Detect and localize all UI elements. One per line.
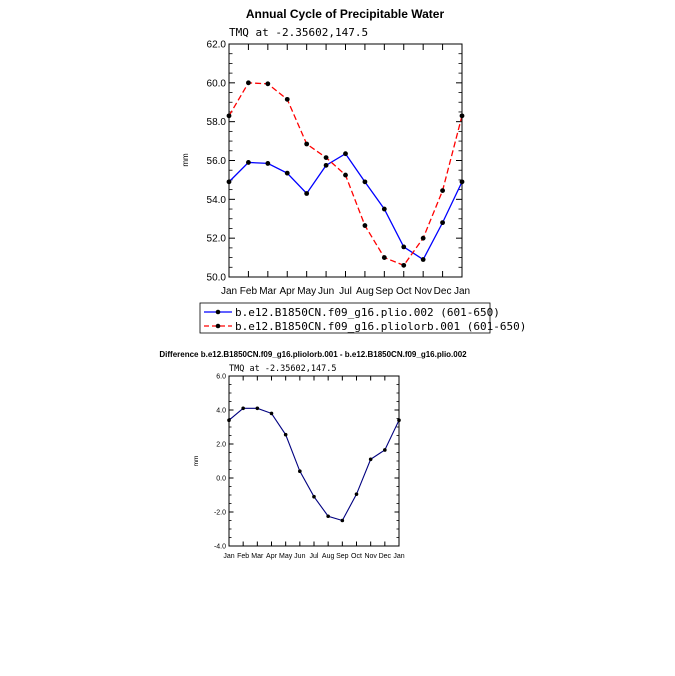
x-tick-label: Apr [266, 553, 278, 560]
x-tick-label: Jul [339, 286, 352, 297]
annual-cycle-chart: Annual Cycle of Precipitable Water TMQ a… [181, 7, 470, 297]
chart2-subtitle: TMQ at -2.35602,147.5 [229, 364, 336, 374]
series-1-point [343, 151, 348, 157]
chart2-y-axis-label: mm [193, 456, 200, 467]
x-tick-label: Aug [356, 286, 374, 297]
series-1-point [340, 518, 345, 523]
y-tick-label: 54.0 [207, 195, 227, 206]
legend-series1-marker [215, 309, 221, 315]
y-tick-label: 4.0 [216, 407, 226, 414]
x-tick-label: Oct [396, 286, 412, 297]
series-2-point [362, 223, 368, 228]
x-tick-label: Apr [279, 286, 295, 297]
series-1-point [383, 448, 387, 452]
x-tick-label: Nov [364, 553, 377, 560]
series-2-point [323, 155, 329, 160]
chart1-plot-frame [228, 43, 463, 278]
y-tick-label: 2.0 [216, 441, 226, 448]
x-tick-label: Jul [310, 553, 319, 560]
series-2-point [284, 96, 290, 102]
series-2-point [246, 80, 251, 86]
legend-box [199, 302, 491, 334]
series-1-point [255, 406, 260, 411]
chart2-title: Difference b.e12.B1850CN.f09_g16.pliolor… [159, 350, 467, 359]
y-tick-label: -4.0 [214, 543, 226, 550]
y-tick-label: 58.0 [207, 117, 227, 128]
y-tick-label: 62.0 [207, 40, 227, 51]
y-tick-label: 56.0 [207, 156, 227, 167]
series-2-point [401, 262, 407, 268]
y-tick-label: 50.0 [207, 273, 227, 284]
series-1-point [304, 191, 310, 196]
series-1-point [246, 160, 251, 165]
series-1-point [312, 494, 316, 499]
chart1-title: Annual Cycle of Precipitable Water [246, 7, 445, 21]
x-tick-label: Aug [322, 553, 335, 560]
x-tick-label: Sep [336, 553, 349, 560]
x-tick-label: Dec [379, 553, 392, 560]
x-tick-label: Jun [318, 286, 334, 297]
x-tick-label: Jan [221, 286, 237, 297]
x-tick-label: Mar [259, 286, 277, 297]
legend-series1-label: b.e12.B1850CN.f09_g16.plio.002 (601-650) [235, 306, 500, 319]
y-tick-label: 60.0 [207, 78, 227, 89]
series-2-point [420, 235, 426, 241]
series-1-point [368, 457, 373, 462]
x-tick-label: Nov [414, 286, 432, 297]
series-1-point [241, 406, 245, 411]
chart1-y-axis-label: mm [181, 153, 190, 167]
x-tick-label: May [297, 286, 316, 297]
series-2-point [265, 81, 271, 87]
series-2-point [343, 172, 348, 178]
series-2-point [304, 141, 310, 147]
legend-series2-label: b.e12.B1850CN.f09_g16.pliolorb.001 (601-… [235, 320, 526, 333]
series-2-point [440, 188, 445, 193]
series-1-point [265, 161, 271, 166]
x-tick-label: Jan [393, 553, 404, 560]
y-tick-label: -2.0 [214, 509, 226, 516]
chart1-legend: b.e12.B1850CN.f09_g16.plio.002 (601-650)… [199, 302, 526, 334]
chart1-subtitle: TMQ at -2.35602,147.5 [229, 26, 368, 39]
series-1-point [420, 257, 426, 262]
series-2-point [381, 255, 387, 260]
series-1-point [323, 162, 329, 168]
x-tick-label: Jan [454, 286, 470, 297]
x-tick-label: Feb [237, 553, 249, 560]
series-1-point [284, 170, 290, 176]
x-tick-label: Feb [240, 286, 258, 297]
series-1-point [440, 220, 445, 226]
y-tick-label: 52.0 [207, 234, 227, 245]
series-1-point [362, 179, 368, 185]
x-tick-label: Jun [294, 553, 305, 560]
series-1-point [354, 492, 359, 496]
series-1-point [298, 469, 302, 474]
series-1-point [326, 514, 330, 519]
x-tick-label: Jan [223, 553, 234, 560]
y-tick-label: 6.0 [216, 373, 226, 380]
x-tick-label: Mar [251, 553, 264, 560]
chart2-plot-frame [228, 375, 400, 547]
legend-series2-marker [215, 323, 221, 329]
x-tick-label: May [279, 553, 293, 560]
series-1-point [283, 432, 288, 437]
series-1-point [269, 411, 274, 416]
series-1-point [381, 206, 387, 212]
difference-chart: Difference b.e12.B1850CN.f09_g16.pliolor… [159, 350, 467, 560]
x-tick-label: Sep [375, 286, 393, 297]
x-tick-label: Dec [434, 286, 452, 297]
series-1-point [401, 244, 407, 250]
y-tick-label: 0.0 [216, 475, 226, 482]
x-tick-label: Oct [351, 553, 362, 560]
